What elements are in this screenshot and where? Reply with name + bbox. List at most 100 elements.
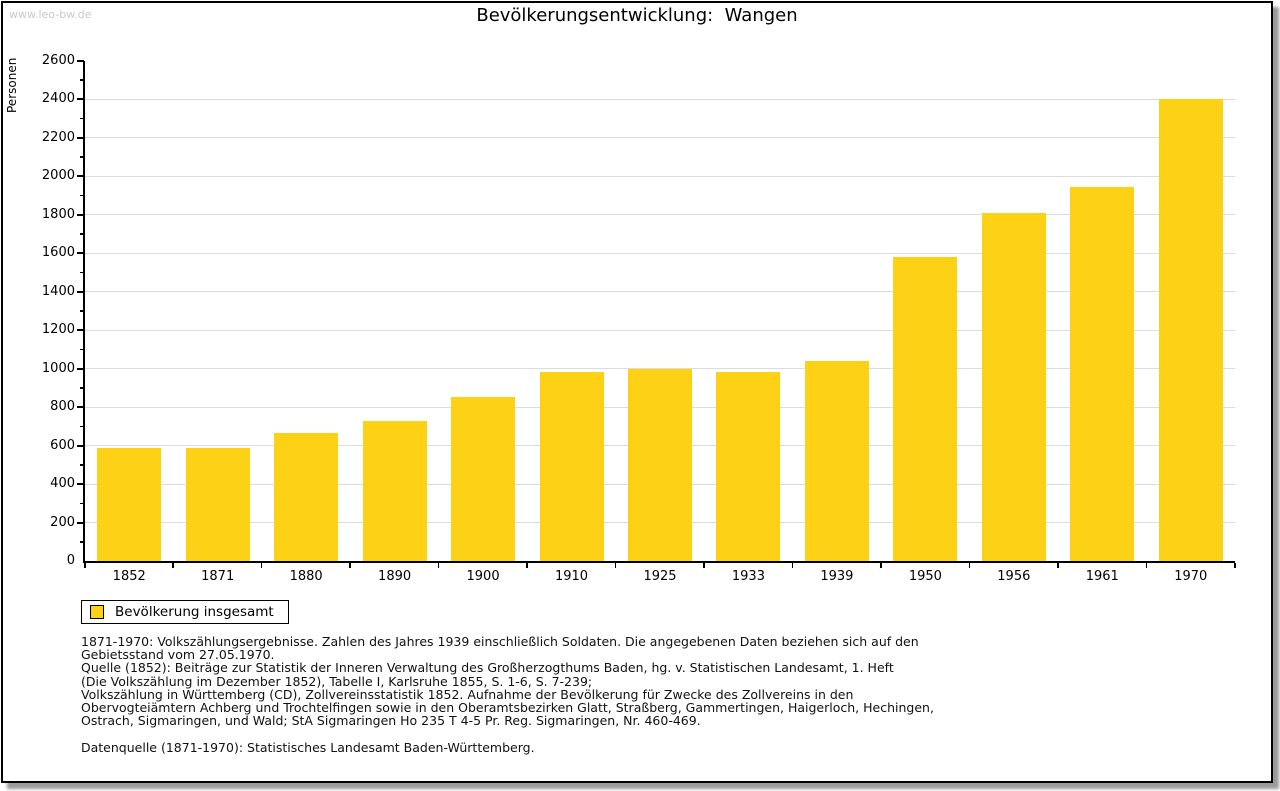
footnote-line: Volkszählung in Württemberg (CD), Zollve… — [81, 686, 854, 702]
x-axis-tick — [791, 563, 794, 568]
x-axis-label: 1961 — [1085, 569, 1119, 584]
gridline — [85, 175, 1235, 177]
bar-1961 — [1070, 186, 1135, 561]
y-axis-tick-label: 2000 — [41, 168, 75, 184]
y-axis-tick-label: 2200 — [41, 129, 75, 145]
bar-1871 — [185, 447, 250, 561]
x-axis-tick — [1145, 563, 1148, 568]
y-axis-minor-tick — [80, 348, 84, 351]
y-axis-minor-tick — [80, 156, 84, 158]
x-axis-label: 1933 — [731, 569, 765, 584]
y-axis-tick-label: 1400 — [41, 283, 75, 299]
y-axis-tick — [77, 367, 84, 370]
x-axis-tick — [968, 563, 971, 568]
y-axis-minor-tick — [80, 310, 84, 312]
watermark: www.leo-bw.de — [9, 8, 92, 21]
footnote-line: Quelle (1852): Beiträge zur Statistik de… — [81, 660, 894, 676]
y-axis-tick-label: 200 — [50, 514, 75, 530]
x-axis-tick — [526, 563, 528, 568]
y-axis-tick-label: 1600 — [41, 245, 75, 261]
y-axis-tick — [77, 329, 84, 332]
x-axis-label: 1950 — [908, 569, 942, 584]
footnote-line: Obervogteiämtern Achberg und Trochtelfin… — [81, 700, 934, 716]
x-axis-label: 1970 — [1174, 569, 1208, 584]
x-axis-tick — [614, 563, 617, 568]
gridline — [85, 137, 1235, 139]
y-axis-tick-label: 600 — [50, 437, 75, 453]
y-axis-tick — [77, 175, 84, 178]
y-axis-tick — [77, 136, 84, 139]
x-axis-tick — [84, 563, 86, 568]
y-axis-tick — [77, 521, 84, 524]
bar-1933 — [716, 371, 781, 561]
bar-1852 — [97, 447, 162, 561]
gridline — [85, 291, 1235, 293]
x-axis-label: 1939 — [820, 569, 854, 584]
y-axis-minor-tick — [80, 425, 84, 428]
y-axis-minor-tick — [80, 233, 84, 235]
x-axis-tick — [260, 563, 263, 568]
bar-1956 — [981, 212, 1046, 561]
y-axis-minor-tick — [80, 194, 84, 197]
y-axis-tick — [77, 98, 84, 101]
x-axis-tick — [880, 563, 882, 568]
bar-1939 — [804, 361, 869, 561]
y-axis-tick-label: 400 — [50, 476, 75, 492]
x-axis-tick — [1234, 563, 1236, 568]
x-axis-label: 1880 — [289, 569, 323, 584]
bar-1880 — [274, 433, 339, 561]
gridline — [85, 329, 1235, 331]
y-axis-minor-tick — [80, 464, 84, 466]
bar-1950 — [893, 257, 958, 561]
footnote-line: Gebietsstand vom 27.05.1970. — [81, 647, 275, 663]
y-axis-tick-label: 1200 — [41, 322, 75, 338]
gridline — [85, 252, 1235, 254]
datasource-line: Datenquelle (1871-1970): Statistisches L… — [81, 740, 535, 755]
y-axis-tick-label: 1000 — [41, 360, 75, 376]
y-axis-tick — [77, 213, 84, 216]
y-axis-tick — [77, 290, 84, 293]
y-axis-tick-label: 800 — [50, 399, 75, 415]
footnote-line: (Die Volkszählung im Dezember 1852), Tab… — [81, 673, 593, 689]
gridline — [85, 214, 1235, 216]
y-axis-tick-label: 1800 — [41, 206, 75, 222]
y-axis-minor-tick — [80, 387, 84, 389]
y-axis-minor-tick — [80, 271, 84, 274]
y-axis-tick — [77, 60, 84, 62]
gridline — [85, 98, 1235, 100]
footnote-line: 1871-1970: Volkszählungsergebnisse. Zahl… — [81, 634, 919, 649]
y-axis-tick — [77, 444, 84, 447]
gridline — [85, 368, 1235, 370]
y-axis-tick-label: 2600 — [41, 53, 75, 68]
y-axis-tick-label: 0 — [66, 553, 75, 568]
y-axis-minor-tick — [80, 117, 84, 120]
x-axis-label: 1925 — [643, 569, 677, 584]
bar-1890 — [362, 420, 427, 561]
chart-title: Bevölkerungsentwicklung: Wangen — [476, 5, 798, 26]
y-axis-minor-tick — [80, 79, 84, 81]
y-axis-minor-tick — [80, 541, 84, 543]
y-axis-tick — [77, 483, 84, 486]
x-axis-label: 1871 — [201, 569, 235, 584]
footnote-line: Ostrach, Sigmaringen, und Wald; StA Sigm… — [81, 713, 701, 729]
x-axis-tick — [349, 563, 351, 568]
legend: Bevölkerung insgesamt — [81, 600, 289, 624]
footnotes: 1871-1970: Volkszählungsergebnisse. Zahl… — [81, 634, 934, 729]
legend-label: Bevölkerung insgesamt — [115, 604, 274, 620]
y-axis-tick-label: 2400 — [41, 91, 75, 107]
x-axis-label: 1910 — [554, 569, 589, 584]
y-axis-minor-tick — [80, 502, 84, 505]
x-axis-label: 1890 — [378, 569, 412, 584]
x-axis-tick — [172, 563, 174, 568]
x-axis-label: 1900 — [466, 569, 500, 584]
x-axis-tick — [703, 563, 705, 568]
x-axis-label: 1852 — [112, 569, 146, 584]
x-axis-tick — [437, 563, 440, 568]
y-axis-tick — [77, 406, 84, 409]
x-axis-tick — [1057, 563, 1059, 568]
bar-1910 — [539, 371, 604, 561]
legend-swatch — [90, 605, 104, 619]
plot-area — [83, 61, 1235, 563]
x-axis-label: 1956 — [997, 569, 1031, 584]
